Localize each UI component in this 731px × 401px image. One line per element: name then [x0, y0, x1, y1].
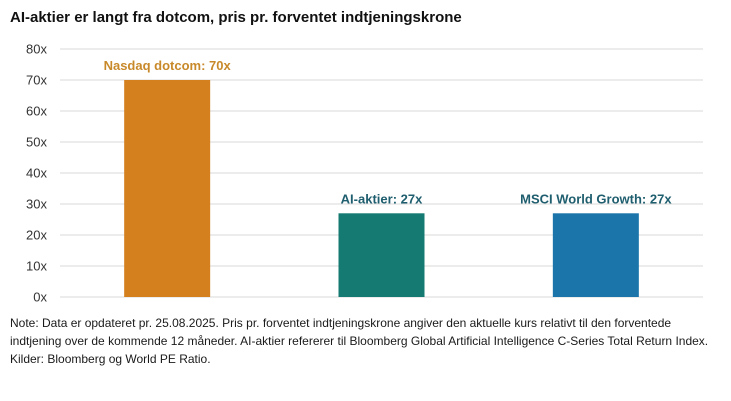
bar-chart: 0x 10x 20x 30x 40x 50x 60x 70x 80x Nasdaq dotcom:… [26, 42, 703, 305]
chart-title: AI-aktier er langt fra dotcom, pris pr. … [10, 9, 462, 26]
y-tick-label: 80x [26, 42, 47, 57]
bar [338, 213, 425, 297]
chart-notes: Note: Data er opdateret pr. 25.08.2025. … [10, 314, 722, 368]
data-label: MSCI World Growth: 27x [520, 191, 672, 206]
y-tick-label: 70x [26, 73, 47, 88]
y-tick-label: 60x [26, 104, 47, 119]
y-tick-label: 0x [33, 290, 47, 305]
data-label: Nasdaq dotcom: 70x [104, 58, 232, 73]
y-tick-label: 50x [26, 135, 47, 150]
data-label: AI-aktier: 27x [341, 191, 423, 206]
note-text: Note: Data er opdateret pr. 25.08.2025. … [10, 316, 709, 348]
y-tick-label: 10x [26, 259, 47, 274]
y-tick-label: 20x [26, 228, 47, 243]
y-tick-label: 30x [26, 197, 47, 212]
y-tick-label: 40x [26, 166, 47, 181]
bar [552, 213, 639, 297]
sources-text: Kilder: Bloomberg og World PE Ratio. [10, 352, 211, 366]
bar [124, 80, 211, 297]
